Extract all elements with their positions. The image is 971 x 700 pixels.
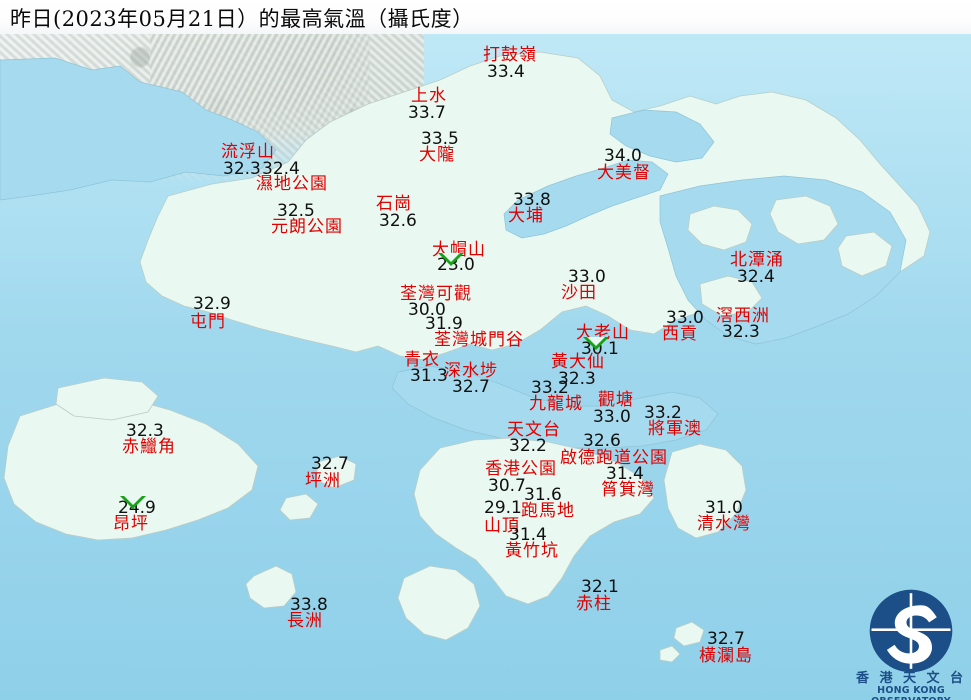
station-name: 元朗公園 xyxy=(271,217,343,237)
chek-lap-kok-airport xyxy=(55,377,159,421)
station-name: 山頂 xyxy=(484,516,520,536)
station-name: 黃竹坑 xyxy=(505,541,559,561)
lamma-island xyxy=(397,565,481,641)
station-name: 深水埗 xyxy=(444,361,498,381)
station-temperature-value: 31.4 xyxy=(606,464,644,484)
hong-kong-island xyxy=(413,437,655,605)
station-temperature-value: 33.8 xyxy=(513,190,551,210)
station-temperature-value: 31.9 xyxy=(425,314,463,334)
station-name: 大埔 xyxy=(508,206,544,226)
station-temperature-value: 32.6 xyxy=(379,211,417,231)
station-temperature-value: 31.6 xyxy=(524,485,562,505)
station-name: 赤柱 xyxy=(576,594,612,614)
station-name: 九龍城 xyxy=(529,394,583,414)
station-name: 跑馬地 xyxy=(521,501,575,521)
station-name: 啟德跑道公園 xyxy=(560,448,668,468)
hko-logo: 香 港 天 文 台 HONG KONG OBSERVATORY xyxy=(855,588,967,700)
station-temperature-value: 33.0 xyxy=(593,407,631,427)
sai-kung-island-d xyxy=(699,275,763,317)
station-temperature-value: 32.7 xyxy=(452,377,490,397)
plover-cove-water xyxy=(609,109,715,163)
station-temperature-value: 33.2 xyxy=(531,378,569,398)
deep-bay-water xyxy=(0,57,277,201)
station-name: 觀塘 xyxy=(598,390,634,410)
station-temperature-value: 32.1 xyxy=(581,577,619,597)
station-name: 荃灣可觀 xyxy=(400,284,472,304)
station-name: 滘西洲 xyxy=(716,306,770,326)
station-name: 西貢 xyxy=(662,324,698,344)
station-name: 長洲 xyxy=(287,611,323,631)
station-name: 大隴 xyxy=(419,145,455,165)
hko-logo-mark xyxy=(869,589,953,673)
station-temperature-value: 34.0 xyxy=(604,146,642,166)
station-temperature-value: 31.4 xyxy=(509,525,547,545)
station-name: 將軍澳 xyxy=(648,419,702,439)
station-name: 打鼓嶺 xyxy=(483,45,537,65)
station-temperature-value: 33.0 xyxy=(568,267,606,287)
min-temperature-marker-icon xyxy=(583,337,609,350)
station-temperature-value: 33.8 xyxy=(290,595,328,615)
title-band xyxy=(0,0,971,34)
station-name: 黃大仙 xyxy=(551,352,605,372)
station-temperature-value: 33.7 xyxy=(408,103,446,123)
station-name: 坪洲 xyxy=(305,471,341,491)
sai-kung-island-c xyxy=(837,231,893,277)
min-temperature-marker-icon xyxy=(120,496,146,509)
station-temperature-value: 31.0 xyxy=(705,498,743,518)
station-temperature-value: 33.5 xyxy=(421,129,459,149)
southern-islet xyxy=(659,645,681,663)
station-temperature-value: 29.1 xyxy=(484,498,522,518)
hko-logo-chinese: 香 港 天 文 台 xyxy=(855,671,967,686)
waglan-island xyxy=(673,621,705,647)
station-name: 沙田 xyxy=(561,283,597,303)
hei-ling-chau-island xyxy=(279,493,319,521)
station-temperature-value: 30.0 xyxy=(408,300,446,320)
station-temperature-value: 32.7 xyxy=(311,454,349,474)
station-temperature-value: 32.9 xyxy=(193,294,231,314)
victoria-harbour xyxy=(391,365,719,449)
station-temperature-value: 32.5 xyxy=(277,201,315,221)
station-name: 昂坪 xyxy=(113,514,149,534)
station-temperature-value: 32.3 xyxy=(126,421,164,441)
sai-kung-island-a xyxy=(687,205,753,251)
station-name: 天文台 xyxy=(507,420,561,440)
station-name: 筲箕灣 xyxy=(601,480,655,500)
station-name: 赤鱲角 xyxy=(122,437,176,457)
peng-chau-island xyxy=(315,455,357,489)
station-name: 荃灣城門谷 xyxy=(434,330,524,350)
station-temperature-value: 33.4 xyxy=(487,62,525,82)
station-temperature-value: 32.3 xyxy=(722,322,760,342)
station-temperature-value: 30.7 xyxy=(488,476,526,496)
station-temperature-value: 32.7 xyxy=(707,629,745,649)
sai-kung-island-b xyxy=(769,195,839,245)
tolo-harbour xyxy=(503,159,669,239)
station-temperature-value: 32.3 xyxy=(558,369,596,389)
cheung-chau-island xyxy=(245,565,297,609)
station-temperature-value: 33.0 xyxy=(666,308,704,328)
station-name: 流浮山 xyxy=(221,142,275,162)
station-name: 清水灣 xyxy=(697,514,751,534)
station-temperature-value: 31.3 xyxy=(410,366,448,386)
station-temperature-value: 32.6 xyxy=(583,431,621,451)
clear-water-bay-peninsula xyxy=(663,443,747,539)
page-title: 昨日(2023年05月21日）的最高氣溫（攝氏度） xyxy=(10,7,474,31)
station-temperature-value: 32.4 xyxy=(262,159,300,179)
station-name: 北潭涌 xyxy=(730,250,784,270)
station-temperature-value: 32.2 xyxy=(509,436,547,456)
station-name: 香港公園 xyxy=(485,459,557,479)
station-name: 石崗 xyxy=(376,194,412,214)
station-temperature-value: 32.3 xyxy=(223,159,261,179)
station-name: 濕地公園 xyxy=(256,174,328,194)
station-name: 青衣 xyxy=(404,350,440,370)
station-name: 大美督 xyxy=(597,163,651,183)
station-temperature-value: 33.2 xyxy=(644,403,682,423)
hko-logo-english: HONG KONG OBSERVATORY xyxy=(871,685,951,700)
station-name: 屯門 xyxy=(190,312,226,332)
station-temperature-value: 32.4 xyxy=(737,267,775,287)
min-temperature-marker-icon xyxy=(438,253,464,266)
station-name: 橫瀾島 xyxy=(699,646,753,666)
station-name: 上水 xyxy=(411,86,447,106)
